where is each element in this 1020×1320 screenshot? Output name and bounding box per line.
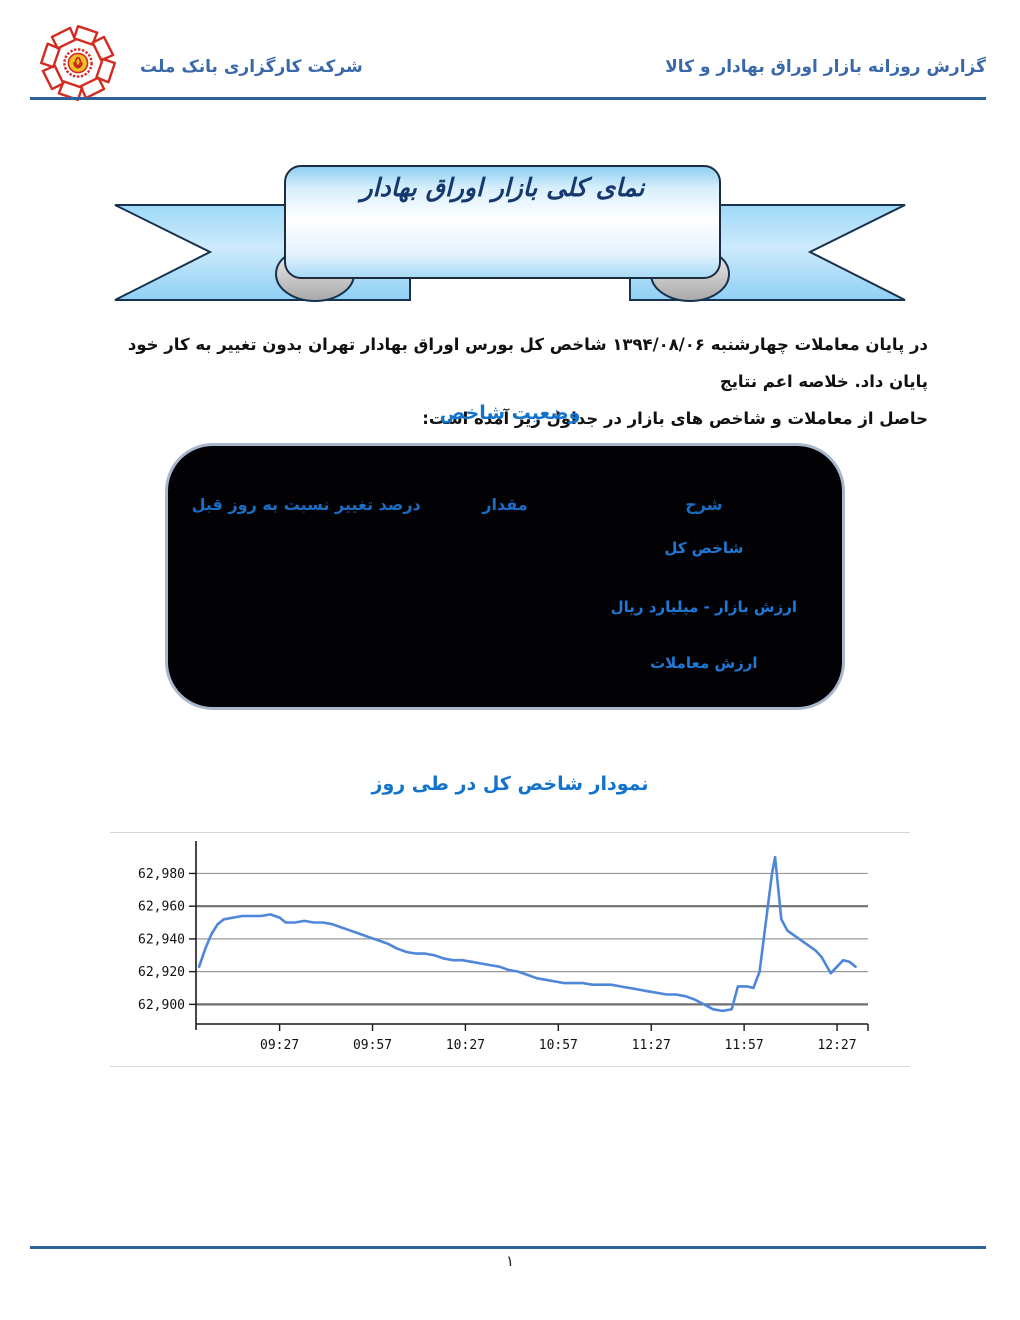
report-title: گزارش روزانه بازار اوراق بهادار و کالا [665, 57, 986, 77]
svg-text:62,900: 62,900 [138, 998, 185, 1013]
svg-text:09:57: 09:57 [353, 1038, 392, 1053]
row-label-trade-value: ارزش معاملات [650, 654, 758, 672]
bank-mellat-logo-icon [40, 25, 116, 101]
column-header-change: درصد تغییر نسبت به روز قبل [191, 495, 421, 514]
svg-text:11:27: 11:27 [632, 1038, 671, 1053]
page-number: ۱ [505, 1252, 515, 1270]
intro-line-1: در پایان معاملات چهارشنبه ۱۳۹۴/۰۸/۰۶ شاخ… [127, 335, 928, 391]
banner-title: نمای کلی بازار اوراق بهادار [360, 173, 645, 202]
svg-text:62,960: 62,960 [138, 900, 185, 915]
index-intraday-chart: 62,900 62,920 62,940 62,960 62,980 09:27 09:57… [110, 832, 910, 1067]
company-name: شرکت کارگزاری بانک ملت [140, 57, 363, 77]
svg-text:62,980: 62,980 [138, 867, 185, 882]
row-label-total-index: شاخص کل [664, 539, 744, 557]
svg-text:62,920: 62,920 [138, 965, 185, 980]
column-header-description: شرح [685, 495, 723, 514]
svg-text:10:57: 10:57 [539, 1038, 578, 1053]
svg-text:10:27: 10:27 [446, 1038, 485, 1053]
banner-ribbon: نمای کلی بازار اوراق بهادار [110, 160, 910, 310]
ribbon-graphic-icon [114, 165, 906, 302]
index-status-table: شرح مقدار درصد تغییر نسبت به روز قبل شاخ… [165, 443, 845, 710]
table-row: ارزش معاملات [168, 651, 842, 675]
index-status-title: وضعیت شاخص [439, 402, 581, 424]
svg-text:12:27: 12:27 [817, 1038, 856, 1053]
column-header-value: مقدار [482, 495, 528, 514]
svg-text:09:27: 09:27 [260, 1038, 299, 1053]
table-row: ارزش بازار - میلیارد ریال [168, 595, 842, 619]
footer-divider [30, 1246, 986, 1249]
table-header-row: شرح مقدار درصد تغییر نسبت به روز قبل [168, 493, 842, 517]
intro-line-2: حاصل از معاملات و شاخص های بازار در جداو… [422, 409, 928, 428]
chart-title: نمودار شاخص کل در طی روز [371, 773, 649, 795]
intro-paragraph: در پایان معاملات چهارشنبه ۱۳۹۴/۰۸/۰۶ شاخ… [92, 326, 928, 437]
svg-text:62,940: 62,940 [138, 932, 185, 947]
table-row: شاخص کل [168, 536, 842, 560]
row-label-market-value: ارزش بازار - میلیارد ریال [610, 598, 798, 616]
svg-text:11:57: 11:57 [725, 1038, 764, 1053]
line-chart-canvas: 62,900 62,920 62,940 62,960 62,980 09:27 09:57… [138, 841, 869, 1053]
header-divider [30, 97, 986, 100]
